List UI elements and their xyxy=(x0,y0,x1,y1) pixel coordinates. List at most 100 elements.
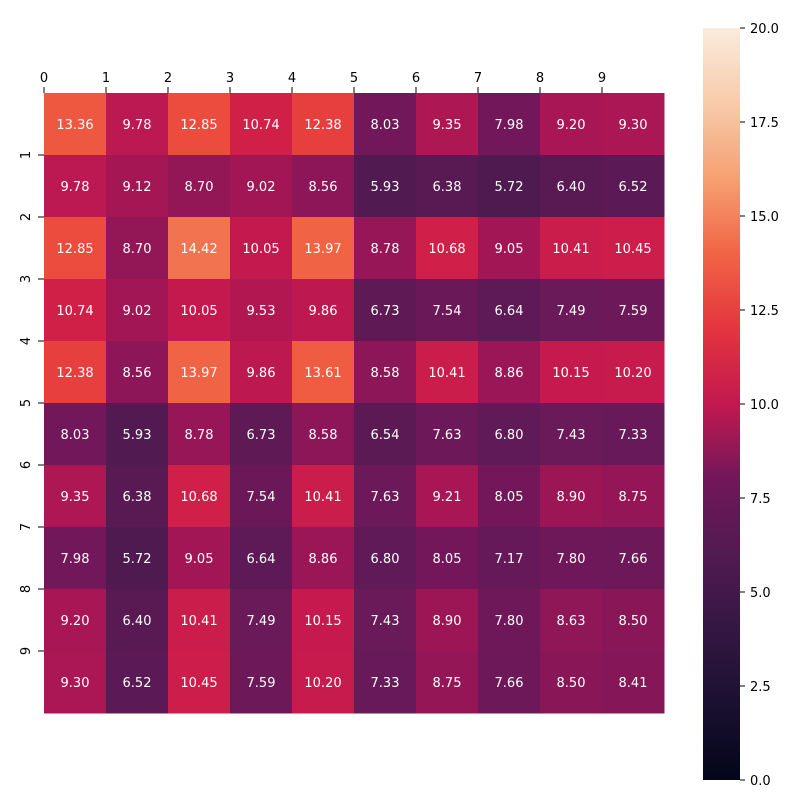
heatmap-cell-r9-c6 xyxy=(416,651,479,714)
y-tick-label-6: 7 xyxy=(19,523,34,531)
cell-label-r6-c3: 7.54 xyxy=(247,490,276,505)
heatmap-cell-r9-c9 xyxy=(602,651,665,714)
heatmap-cell-r3-c2 xyxy=(168,279,231,342)
x-tick-label-0: 0 xyxy=(40,71,48,86)
cell-label-r7-c8: 7.80 xyxy=(557,552,586,567)
heatmap-cell-r4-c9 xyxy=(602,341,665,404)
heatmap-cell-r0-c2 xyxy=(168,93,231,156)
cell-label-r0-c8: 9.20 xyxy=(557,118,586,133)
heatmap-cell-r3-c7 xyxy=(478,279,541,342)
heatmap-cell-r4-c7 xyxy=(478,341,541,404)
heatmap-cell-r3-c5 xyxy=(354,279,417,342)
heatmap-cell-r6-c3 xyxy=(230,465,293,528)
heatmap-cell-r6-c0 xyxy=(44,465,107,528)
heatmap-cell-r8-c0 xyxy=(44,589,107,652)
cell-label-r3-c6: 7.54 xyxy=(433,304,462,319)
heatmap-cell-r8-c2 xyxy=(168,589,231,652)
heatmap-cell-r5-c2 xyxy=(168,403,231,466)
heatmap-cell-r9-c4 xyxy=(292,651,355,714)
cell-label-r2-c2: 14.42 xyxy=(180,242,217,257)
heatmap-cell-r6-c8 xyxy=(540,465,603,528)
cell-label-r2-c6: 10.68 xyxy=(428,242,465,257)
y-axis-left: 1 2 3 4 5 6 7 8 9 xyxy=(19,151,44,655)
cell-label-r6-c0: 9.35 xyxy=(61,490,90,505)
heatmap-cell-r5-c8 xyxy=(540,403,603,466)
cell-label-r3-c4: 9.86 xyxy=(309,304,338,319)
x-tick-label-8: 8 xyxy=(536,71,544,86)
cell-label-r4-c6: 10.41 xyxy=(428,366,465,381)
heatmap-cell-r3-c8 xyxy=(540,279,603,342)
cell-label-r7-c5: 6.80 xyxy=(371,552,400,567)
cell-label-r3-c1: 9.02 xyxy=(123,304,152,319)
cell-label-r5-c5: 6.54 xyxy=(371,428,400,443)
y-tick-label-3: 4 xyxy=(19,337,34,345)
cell-label-r9-c4: 10.20 xyxy=(304,676,341,691)
heatmap-cell-r3-c9 xyxy=(602,279,665,342)
heatmap-cell-r9-c8 xyxy=(540,651,603,714)
heatmap-cell-r0-c6 xyxy=(416,93,479,156)
heatmap-cell-r2-c8 xyxy=(540,217,603,280)
heatmap-cell-r4-c0 xyxy=(44,341,107,404)
heatmap-cell-r8-c6 xyxy=(416,589,479,652)
cell-label-r0-c6: 9.35 xyxy=(433,118,462,133)
heatmap-cell-r3-c3 xyxy=(230,279,293,342)
heatmap-cell-r8-c9 xyxy=(602,589,665,652)
cell-label-r2-c5: 8.78 xyxy=(371,242,400,257)
heatmap-cell-r8-c4 xyxy=(292,589,355,652)
cell-label-r6-c7: 8.05 xyxy=(495,490,524,505)
heatmap-cell-r6-c4 xyxy=(292,465,355,528)
cell-label-r0-c1: 9.78 xyxy=(123,118,152,133)
x-tick-label-7: 7 xyxy=(474,71,482,86)
cell-label-r5-c4: 8.58 xyxy=(309,428,338,443)
heatmap-cell-r1-c5 xyxy=(354,155,417,218)
cell-label-r4-c7: 8.86 xyxy=(495,366,524,381)
cell-label-r9-c5: 7.33 xyxy=(371,676,400,691)
cell-label-r7-c0: 7.98 xyxy=(61,552,90,567)
heatmap-cell-r0-c5 xyxy=(354,93,417,156)
heatmap-cell-r7-c6 xyxy=(416,527,479,590)
cell-label-r9-c6: 8.75 xyxy=(433,676,462,691)
heatmap-cell-r2-c3 xyxy=(230,217,293,280)
y-tick-label-4: 5 xyxy=(19,399,34,407)
cell-label-r1-c8: 6.40 xyxy=(557,180,586,195)
cell-label-r0-c7: 7.98 xyxy=(495,118,524,133)
cell-label-r4-c9: 10.20 xyxy=(614,366,651,381)
cell-label-r8-c1: 6.40 xyxy=(123,614,152,629)
heatmap-cell-r9-c2 xyxy=(168,651,231,714)
heatmap-cell-r0-c0 xyxy=(44,93,107,156)
heatmap-cell-r2-c1 xyxy=(106,217,169,280)
cell-label-r0-c5: 8.03 xyxy=(371,118,400,133)
heatmap-cell-r0-c8 xyxy=(540,93,603,156)
heatmap-cell-r9-c3 xyxy=(230,651,293,714)
heatmap-cell-r3-c4 xyxy=(292,279,355,342)
cell-label-r5-c3: 6.73 xyxy=(247,428,276,443)
cell-label-r4-c5: 8.58 xyxy=(371,366,400,381)
cell-label-r7-c9: 7.66 xyxy=(619,552,648,567)
heatmap-cell-r4-c2 xyxy=(168,341,231,404)
heatmap-cell-r6-c9 xyxy=(602,465,665,528)
heatmap-cell-r7-c7 xyxy=(478,527,541,590)
cell-label-r2-c3: 10.05 xyxy=(242,242,279,257)
cell-label-r6-c8: 8.90 xyxy=(557,490,586,505)
cell-label-r8-c9: 8.50 xyxy=(619,614,648,629)
colorbar-gradient xyxy=(703,28,740,780)
heatmap-cell-r8-c3 xyxy=(230,589,293,652)
heatmap-cell-r9-c7 xyxy=(478,651,541,714)
cell-label-r1-c0: 9.78 xyxy=(61,180,90,195)
heatmap-cell-r2-c0 xyxy=(44,217,107,280)
colorbar-tick-label-1: 2.5 xyxy=(750,680,771,695)
heatmap-cell-r0-c3 xyxy=(230,93,293,156)
cell-label-r2-c4: 13.97 xyxy=(304,242,341,257)
heatmap-cell-r0-c4 xyxy=(292,93,355,156)
heatmap-cell-r9-c5 xyxy=(354,651,417,714)
x-tick-label-6: 6 xyxy=(412,71,420,86)
cell-label-r7-c3: 6.64 xyxy=(247,552,276,567)
cell-label-r6-c5: 7.63 xyxy=(371,490,400,505)
heatmap-cell-r5-c4 xyxy=(292,403,355,466)
y-tick-label-5: 6 xyxy=(19,461,34,469)
cell-label-r4-c2: 13.97 xyxy=(180,366,217,381)
x-tick-label-2: 2 xyxy=(164,71,172,86)
cell-label-r1-c1: 9.12 xyxy=(123,180,152,195)
cell-label-r3-c3: 9.53 xyxy=(247,304,276,319)
